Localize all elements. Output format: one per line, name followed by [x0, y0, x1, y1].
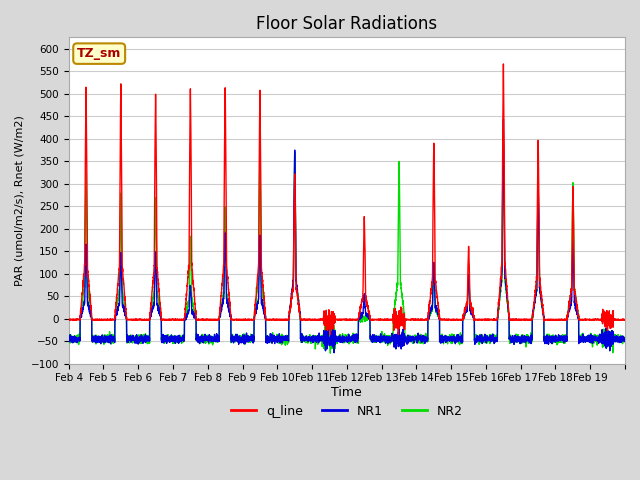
Y-axis label: PAR (umol/m2/s), Rnet (W/m2): PAR (umol/m2/s), Rnet (W/m2) [15, 115, 25, 286]
Text: TZ_sm: TZ_sm [77, 47, 122, 60]
X-axis label: Time: Time [332, 386, 362, 399]
Title: Floor Solar Radiations: Floor Solar Radiations [256, 15, 437, 33]
Legend: q_line, NR1, NR2: q_line, NR1, NR2 [226, 400, 467, 423]
